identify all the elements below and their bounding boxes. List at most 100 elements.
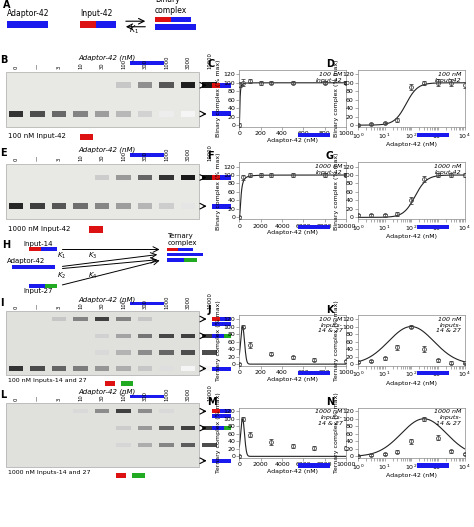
FancyBboxPatch shape: [9, 111, 23, 117]
Text: 1000: 1000: [164, 148, 169, 161]
FancyBboxPatch shape: [95, 203, 109, 209]
FancyBboxPatch shape: [9, 366, 23, 370]
Text: I: I: [0, 298, 4, 308]
FancyBboxPatch shape: [155, 24, 196, 30]
Text: 1000 nM Input-42: 1000 nM Input-42: [8, 226, 71, 231]
FancyBboxPatch shape: [116, 443, 131, 447]
FancyBboxPatch shape: [181, 426, 195, 430]
Text: 100: 100: [121, 391, 126, 401]
FancyBboxPatch shape: [80, 134, 93, 140]
Text: L: L: [0, 390, 7, 400]
FancyBboxPatch shape: [212, 175, 220, 180]
FancyBboxPatch shape: [73, 203, 88, 209]
Text: Ternary
complex: Ternary complex: [167, 233, 197, 246]
Text: 10000: 10000: [207, 144, 212, 161]
Text: E: E: [0, 148, 7, 158]
Text: $K_2$: $K_2$: [57, 270, 66, 281]
Text: 300: 300: [143, 58, 147, 69]
FancyBboxPatch shape: [80, 21, 96, 27]
X-axis label: Adaptor-42 (nM): Adaptor-42 (nM): [386, 473, 437, 478]
Text: $K_1$: $K_1$: [129, 23, 138, 36]
Text: 30: 30: [100, 302, 105, 309]
Text: B: B: [0, 55, 8, 65]
FancyBboxPatch shape: [95, 317, 109, 321]
FancyBboxPatch shape: [181, 203, 195, 209]
FancyBboxPatch shape: [202, 350, 217, 355]
FancyBboxPatch shape: [95, 111, 109, 117]
Text: 300: 300: [143, 151, 147, 161]
Text: 100 nM
Input-42: 100 nM Input-42: [316, 72, 343, 83]
Bar: [212, 317, 220, 321]
Bar: [220, 409, 231, 413]
Bar: [212, 334, 224, 338]
FancyBboxPatch shape: [116, 82, 131, 88]
Text: 3: 3: [56, 65, 62, 69]
Bar: [105, 381, 115, 386]
FancyBboxPatch shape: [9, 203, 23, 209]
FancyBboxPatch shape: [52, 111, 66, 117]
Text: 300: 300: [143, 299, 147, 309]
FancyBboxPatch shape: [116, 350, 131, 355]
Text: 0: 0: [14, 65, 18, 69]
Text: Adaptor-42 (nM): Adaptor-42 (nM): [79, 147, 136, 153]
FancyBboxPatch shape: [181, 111, 195, 117]
Bar: [178, 248, 193, 251]
Text: Input-42: Input-42: [80, 9, 112, 18]
FancyBboxPatch shape: [138, 350, 152, 355]
Text: 3: 3: [56, 398, 62, 401]
FancyBboxPatch shape: [202, 334, 217, 338]
FancyBboxPatch shape: [159, 443, 174, 447]
Text: 1000: 1000: [164, 295, 169, 309]
FancyBboxPatch shape: [159, 174, 174, 180]
Text: 10: 10: [78, 154, 83, 161]
FancyBboxPatch shape: [159, 426, 174, 430]
FancyBboxPatch shape: [212, 112, 231, 116]
Text: 1000: 1000: [164, 55, 169, 69]
FancyBboxPatch shape: [89, 227, 102, 232]
Bar: [220, 317, 231, 321]
FancyBboxPatch shape: [212, 83, 220, 87]
Text: 100 nM
Input-42: 100 nM Input-42: [435, 72, 461, 83]
FancyBboxPatch shape: [138, 111, 152, 117]
FancyBboxPatch shape: [181, 82, 195, 88]
Bar: [28, 284, 46, 288]
Bar: [12, 265, 55, 269]
FancyBboxPatch shape: [159, 111, 174, 117]
FancyBboxPatch shape: [7, 21, 48, 27]
Text: 100: 100: [121, 298, 126, 309]
Bar: [212, 414, 231, 418]
Text: 0: 0: [14, 397, 18, 401]
Text: Adaptor-42 (nM): Adaptor-42 (nM): [79, 54, 136, 61]
Y-axis label: Binary complex (% max): Binary complex (% max): [216, 152, 221, 230]
Bar: [212, 426, 224, 430]
Text: Binary
complex: Binary complex: [155, 0, 187, 15]
Text: 3: 3: [56, 158, 62, 161]
FancyBboxPatch shape: [95, 334, 109, 338]
Bar: [132, 473, 145, 478]
FancyBboxPatch shape: [181, 334, 195, 338]
FancyBboxPatch shape: [6, 164, 199, 219]
Text: Input-27: Input-27: [24, 288, 54, 294]
X-axis label: Adaptor-42 (nM): Adaptor-42 (nM): [267, 138, 318, 143]
FancyBboxPatch shape: [116, 426, 131, 430]
Text: —: —: [35, 63, 40, 69]
FancyBboxPatch shape: [30, 111, 45, 117]
Text: 10: 10: [78, 62, 83, 69]
FancyBboxPatch shape: [159, 334, 174, 338]
Text: 300: 300: [143, 391, 147, 401]
FancyBboxPatch shape: [6, 403, 199, 467]
FancyBboxPatch shape: [116, 174, 131, 180]
FancyBboxPatch shape: [138, 317, 152, 321]
X-axis label: Adaptor-42 (nM): Adaptor-42 (nM): [386, 142, 437, 147]
Bar: [212, 366, 231, 370]
Text: 10000: 10000: [207, 384, 212, 401]
Y-axis label: Binary complex (% max): Binary complex (% max): [334, 60, 339, 138]
X-axis label: Adaptor-42 (nM): Adaptor-42 (nM): [386, 381, 437, 386]
FancyBboxPatch shape: [181, 366, 195, 370]
FancyBboxPatch shape: [52, 366, 66, 370]
Text: Input-14: Input-14: [24, 241, 54, 247]
FancyBboxPatch shape: [159, 203, 174, 209]
Bar: [41, 247, 57, 251]
FancyBboxPatch shape: [181, 443, 195, 447]
Text: —: —: [35, 304, 40, 309]
